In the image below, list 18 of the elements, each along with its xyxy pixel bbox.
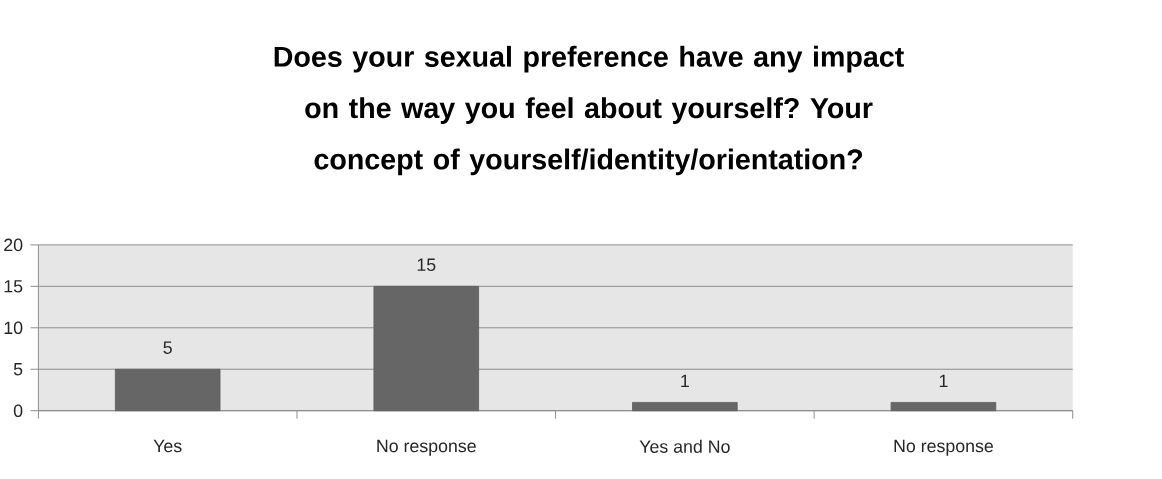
x-tick-label: Yes	[153, 440, 182, 453]
bar	[632, 402, 738, 412]
y-tick-label: 15	[4, 280, 23, 293]
y-tick-label: 20	[4, 238, 23, 252]
chart-title: Does your sexual preference have any impact on the way you feel about yourself? Your concept of yourself/identity/orientation?	[274, 46, 904, 176]
x-tick-label: No response	[894, 440, 993, 456]
y-tick-label: 10	[4, 321, 23, 335]
y-tick-label: 5	[13, 363, 23, 376]
data-label: 1	[939, 375, 948, 388]
bar	[890, 402, 997, 412]
x-tick-label: No response	[377, 440, 476, 456]
y-tick-label: 0	[13, 404, 23, 418]
data-label: 15	[417, 258, 436, 272]
data-label: 1	[681, 375, 689, 388]
x-tick-label: Yes and No	[639, 440, 730, 454]
bar	[114, 369, 221, 412]
bar	[373, 286, 480, 412]
data-label: 5	[163, 341, 172, 355]
